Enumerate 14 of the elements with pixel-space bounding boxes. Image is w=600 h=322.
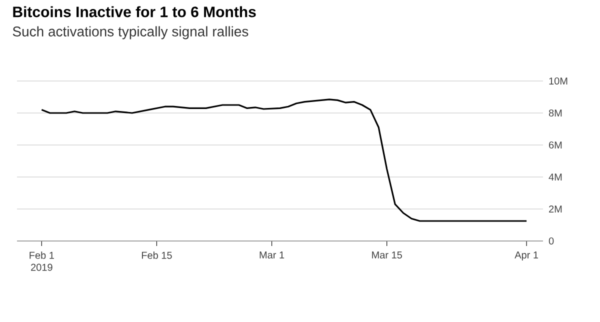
- y-tick-label: 2M: [549, 206, 562, 212]
- chart-title: Bitcoins Inactive for 1 to 6 Months: [13, 6, 256, 18]
- y-tick-label: 10M: [549, 77, 568, 85]
- y-tick-label: 8M: [548, 109, 562, 117]
- chart-subtitle: Such activations typically signal rallies: [12, 26, 248, 40]
- x-tick-label: Feb 1 2019: [30, 252, 54, 271]
- x-tick-label: Mar 1: [260, 252, 284, 258]
- y-tick-label: 6M: [549, 141, 562, 149]
- x-tick-label: Apr 1: [514, 252, 538, 260]
- x-tick-label: Feb 15: [142, 252, 172, 259]
- x-tick-label: Mar 15: [372, 252, 402, 258]
- y-tick-label: 0: [548, 237, 554, 245]
- line-series: [40, 98, 528, 222]
- y-tick-label: 4M: [548, 174, 562, 180]
